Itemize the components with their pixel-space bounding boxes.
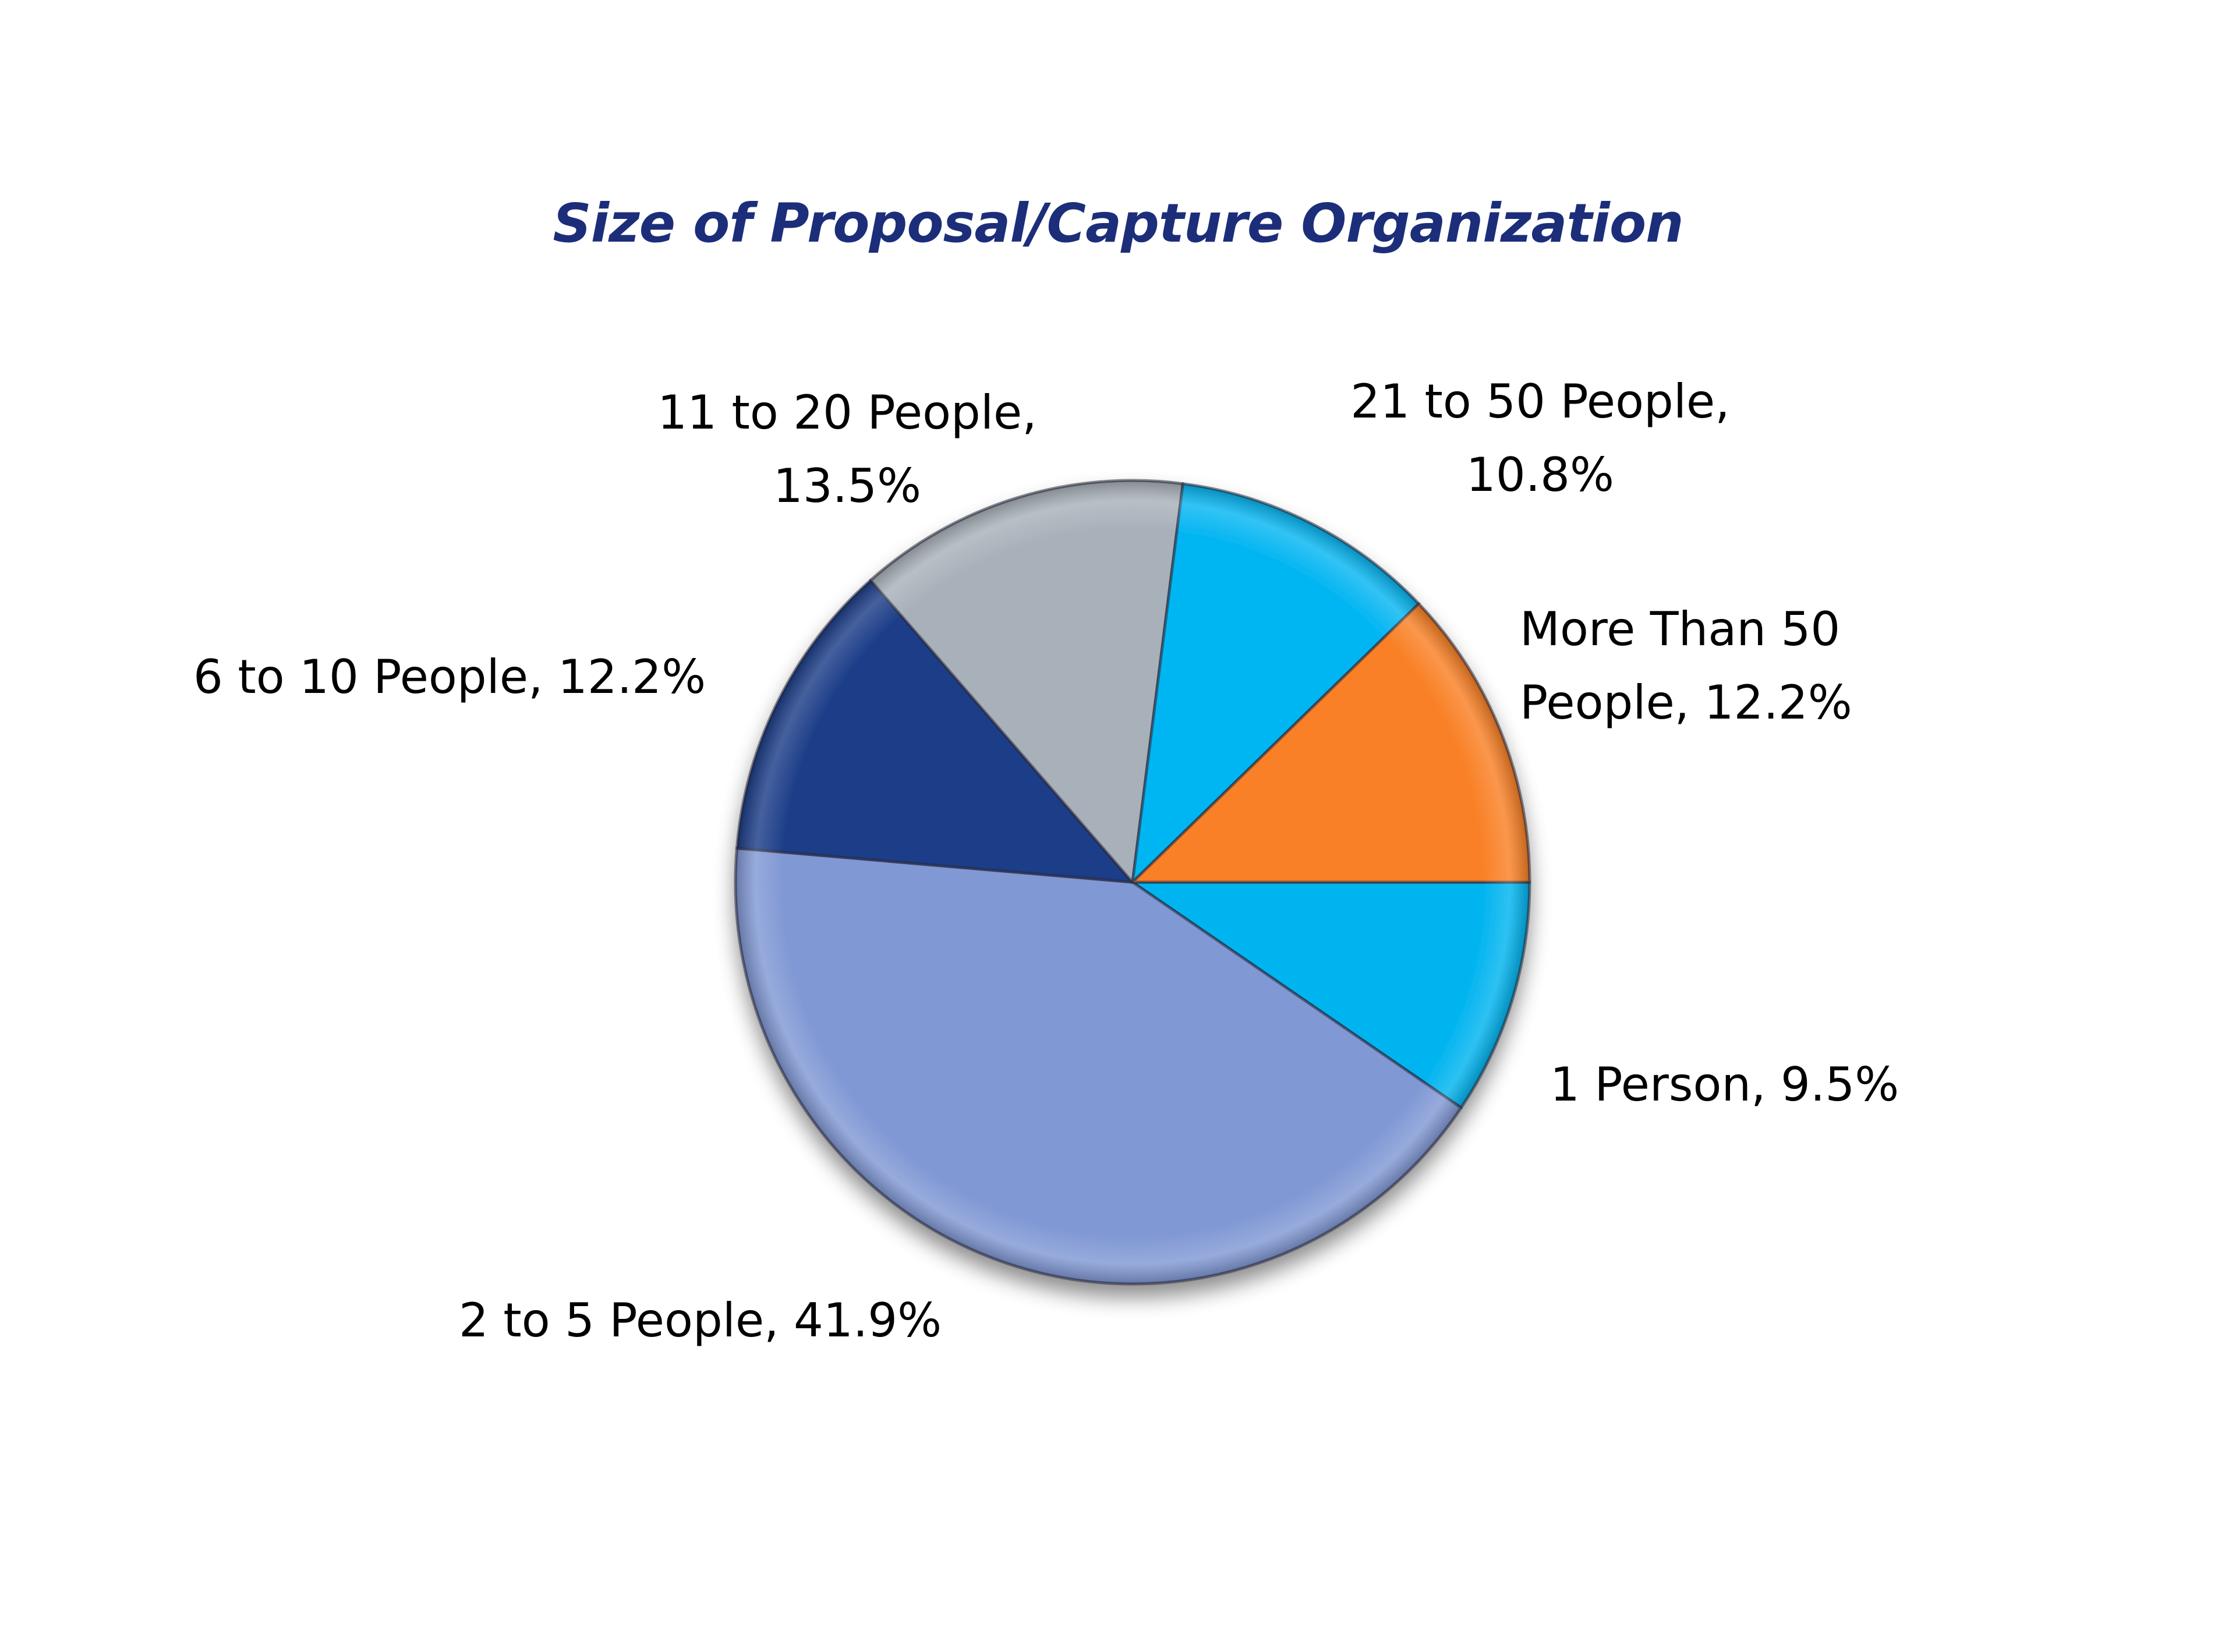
data-label-one-person: 1 Person, 9.5% xyxy=(1550,1048,1899,1122)
label-line: 2 to 5 People, 41.9% xyxy=(459,1293,942,1347)
data-label-more-than-fifty: More Than 50 People, 12.2% xyxy=(1520,593,1852,740)
data-label-twentyone-to-fifty: 21 to 50 People, 10.8% xyxy=(1310,365,1770,512)
pie-bevel-overlay xyxy=(735,480,1530,1284)
label-line: People, 12.2% xyxy=(1520,675,1852,730)
label-line: 11 to 20 People, xyxy=(657,385,1037,440)
data-label-eleven-to-twenty: 11 to 20 People, 13.5% xyxy=(617,376,1077,523)
label-line: More Than 50 xyxy=(1520,602,1841,656)
chart-title: Size of Proposal/Capture Organization xyxy=(553,192,1683,254)
label-line: 10.8% xyxy=(1466,448,1615,502)
data-label-six-to-ten: 6 to 10 People, 12.2% xyxy=(193,641,706,714)
label-line: 21 to 50 People, xyxy=(1350,374,1730,429)
label-line: 6 to 10 People, 12.2% xyxy=(193,650,706,704)
label-line: 13.5% xyxy=(773,459,922,513)
data-label-two-to-five: 2 to 5 People, 41.9% xyxy=(459,1284,942,1357)
label-line: 1 Person, 9.5% xyxy=(1550,1057,1899,1112)
